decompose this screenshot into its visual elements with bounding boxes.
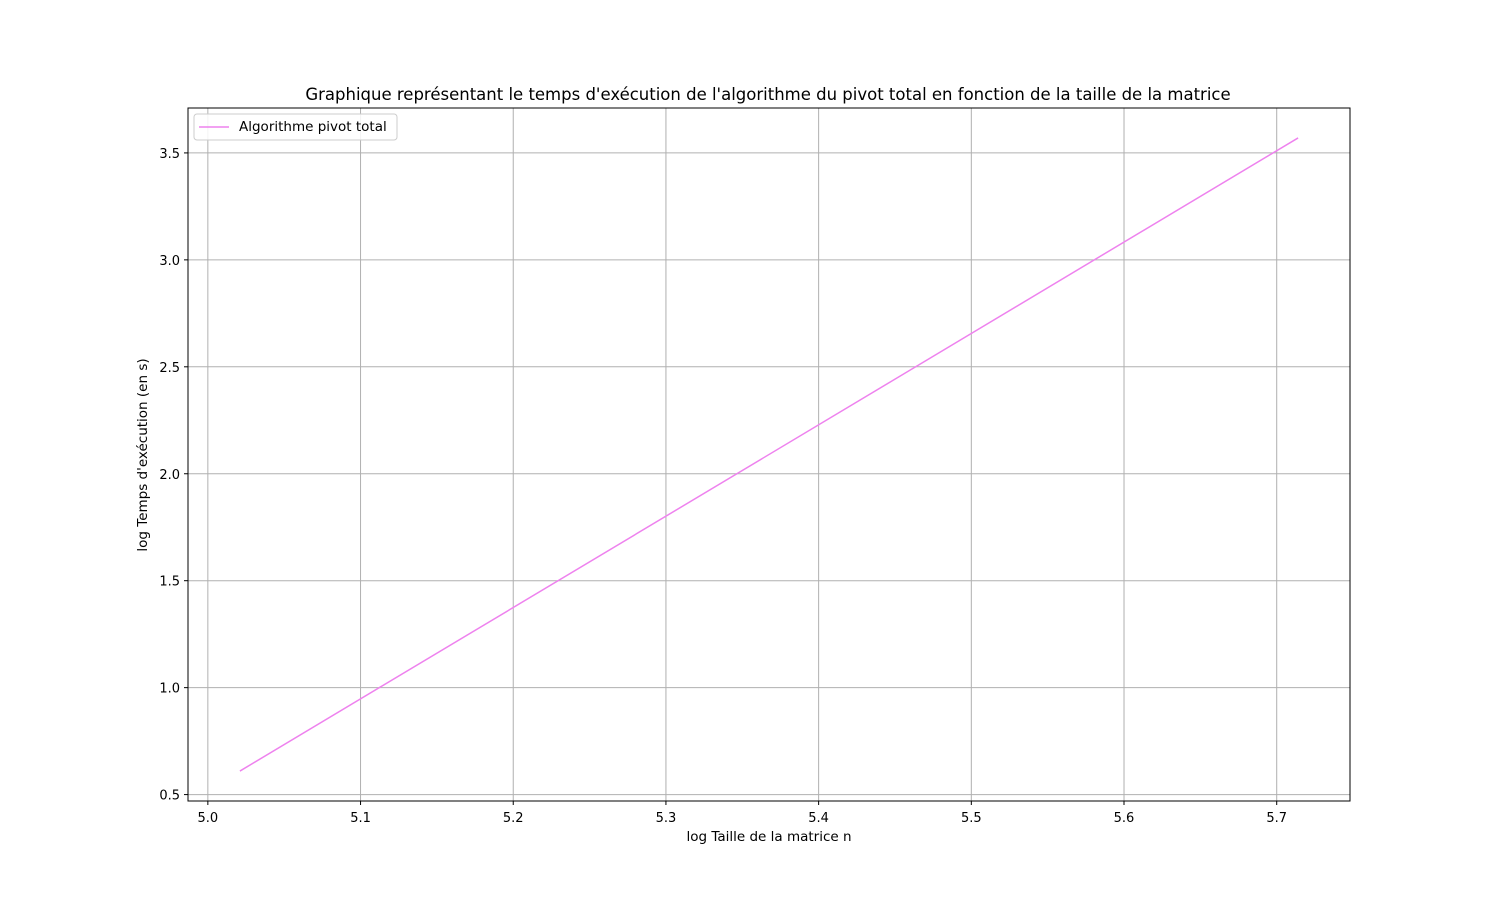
legend-box [193, 113, 398, 141]
x-tick-label: 5.6 [1114, 811, 1135, 826]
x-tick-label: 5.2 [503, 811, 524, 826]
y-axis: 0.5 1.0 1.5 2.0 2.5 3.0 3.5 [159, 147, 188, 804]
plot-frame [187, 107, 1351, 802]
x-axis-label: log Taille de la matrice n [686, 829, 851, 845]
x-tick-label: 5.1 [350, 811, 371, 826]
legend: Algorithme pivot total [193, 113, 398, 141]
y-axis-label: log Temps d'exécution (en s) [135, 358, 151, 551]
series-line-algorithme-pivot-total [239, 137, 1299, 772]
y-tick-label: 3.5 [159, 147, 180, 162]
x-tick-label: 5.5 [961, 811, 982, 826]
legend-label: Algorithme pivot total [239, 119, 387, 135]
y-tick-label: 2.0 [159, 468, 180, 483]
x-tick-label: 5.4 [808, 811, 829, 826]
x-axis: 5.0 5.1 5.2 5.3 5.4 5.5 5.6 5.7 [198, 801, 1287, 826]
y-tick-label: 3.0 [159, 254, 180, 269]
grid [188, 108, 1350, 801]
x-tick-label: 5.3 [656, 811, 677, 826]
series-layer [239, 137, 1299, 772]
y-tick-label: 0.5 [159, 789, 180, 804]
x-tick-label: 5.0 [198, 811, 219, 826]
y-tick-label: 1.5 [159, 575, 180, 590]
y-tick-label: 2.5 [159, 361, 180, 376]
y-tick-label: 1.0 [159, 682, 180, 697]
chart-title: Graphique représentant le temps d'exécut… [305, 85, 1230, 104]
x-tick-label: 5.7 [1266, 811, 1287, 826]
